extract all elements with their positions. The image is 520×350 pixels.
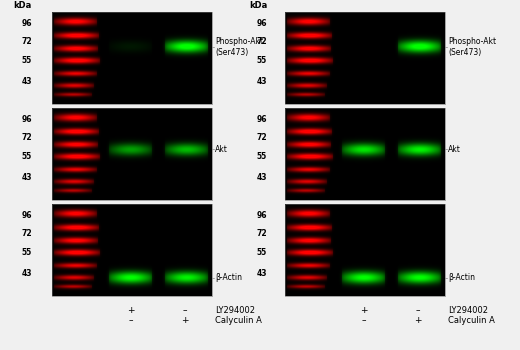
Text: 55: 55 [257,56,267,65]
Text: LY294002: LY294002 [448,306,488,315]
Text: +: + [181,316,188,325]
Text: 43: 43 [21,77,32,85]
Text: β-Actin: β-Actin [215,273,242,282]
Text: 72: 72 [256,133,267,142]
Text: –: – [361,316,366,325]
Text: 55: 55 [22,152,32,161]
Text: LY294002: LY294002 [215,306,255,315]
Text: 55: 55 [257,152,267,161]
Text: 55: 55 [22,56,32,65]
Text: 55: 55 [22,248,32,257]
Text: 96: 96 [256,114,267,124]
Text: 96: 96 [256,211,267,219]
Text: 72: 72 [21,37,32,46]
Text: 55: 55 [257,248,267,257]
Text: Phospho-Akt
(Ser473): Phospho-Akt (Ser473) [448,37,496,57]
Text: +: + [414,316,421,325]
Text: kDa: kDa [14,1,32,10]
Text: –: – [182,306,187,315]
Bar [285,12,445,104]
Text: 43: 43 [21,268,32,278]
Text: –: – [128,316,133,325]
Text: 96: 96 [21,211,32,219]
Text: 72: 72 [21,133,32,142]
Text: 96: 96 [256,19,267,28]
Bar [52,204,212,296]
Text: +: + [127,306,135,315]
Text: Akt: Akt [215,145,228,154]
Text: Phospho-Akt
(Ser473): Phospho-Akt (Ser473) [215,37,263,57]
Text: 43: 43 [256,77,267,85]
Text: Calyculin A: Calyculin A [448,316,495,325]
Bar [285,108,445,200]
Text: Calyculin A: Calyculin A [215,316,262,325]
Text: kDa: kDa [249,1,267,10]
Bar [52,108,212,200]
Text: 43: 43 [256,268,267,278]
Text: +: + [360,306,368,315]
Text: β-Actin: β-Actin [448,273,475,282]
Bar [285,204,445,296]
Text: 43: 43 [256,173,267,182]
Text: 43: 43 [21,173,32,182]
Text: 72: 72 [256,37,267,46]
Text: 72: 72 [21,229,32,238]
Text: 72: 72 [256,229,267,238]
Text: 96: 96 [21,114,32,124]
Text: –: – [415,306,420,315]
Text: 96: 96 [21,19,32,28]
Text: Akt: Akt [448,145,461,154]
Bar [52,12,212,104]
